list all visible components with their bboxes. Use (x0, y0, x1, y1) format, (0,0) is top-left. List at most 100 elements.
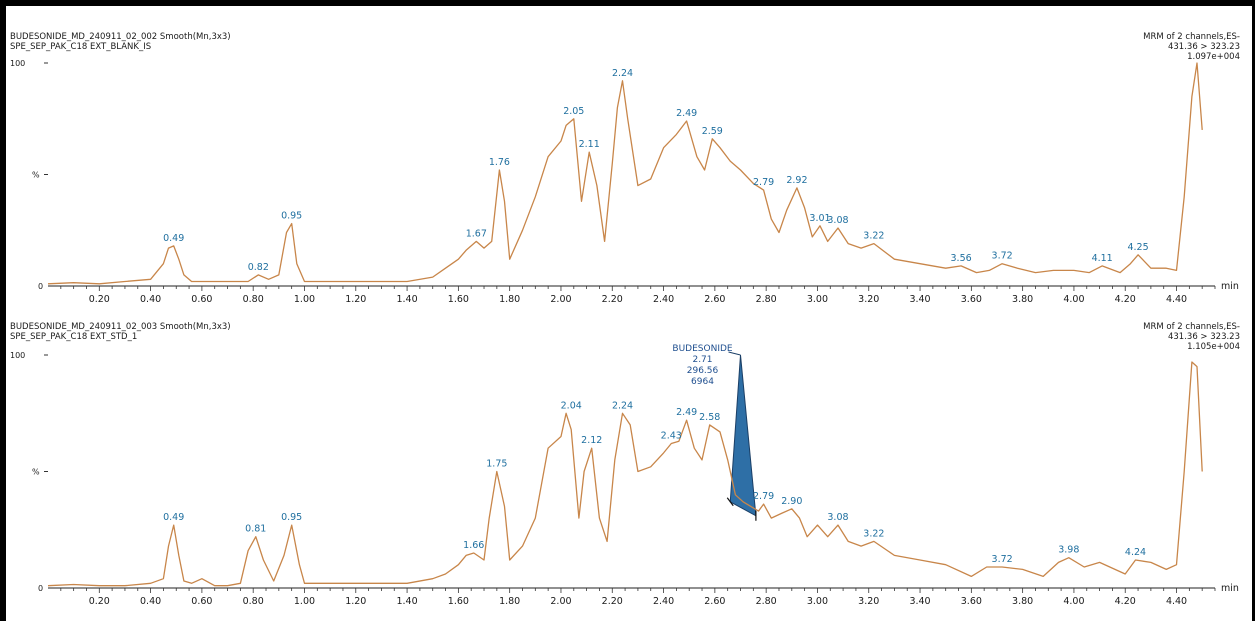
x-tick-label: 4.40 (1166, 294, 1187, 305)
x-tick-label: 3.80 (1012, 294, 1033, 305)
peak-rt-label: 0.95 (281, 512, 302, 523)
peak-rt-label: 2.24 (612, 400, 633, 411)
peak-rt-label: 2.92 (786, 175, 807, 186)
chromatogram-trace (47, 361, 1203, 587)
x-tick-label: 3.20 (858, 596, 879, 607)
peak-rt-label: 2.12 (581, 435, 602, 446)
x-axis-title: min (1221, 281, 1239, 292)
peak-rt-label: 2.71 (692, 355, 712, 365)
x-tick-label: 3.60 (961, 294, 982, 305)
y-axis-zero-label: 0 (38, 282, 43, 291)
peak-rt-label: 2.59 (702, 126, 723, 137)
peak-rt-label: 2.79 (753, 491, 774, 502)
chromatogram-trace (47, 62, 1203, 285)
x-tick-label: 3.40 (909, 294, 930, 305)
mrm-transition-label: 431.36 > 323.23 (1168, 42, 1240, 52)
integrated-peak-area (729, 354, 757, 517)
x-tick-label: 0.80 (243, 596, 264, 607)
peak-rt-label: 1.75 (486, 459, 507, 470)
y-axis-title: % (32, 171, 40, 180)
peak-rt-label: 4.24 (1125, 547, 1146, 558)
peak-rt-label: 3.72 (992, 554, 1013, 565)
x-tick-label: 1.40 (396, 596, 417, 607)
y-axis-title: % (32, 468, 40, 477)
peak-rt-label: 4.25 (1127, 242, 1148, 253)
peak-rt-label: 2.04 (561, 400, 582, 411)
x-tick-label: 2.60 (704, 294, 725, 305)
y-axis-max-label: 100 (10, 351, 25, 360)
peak-rt-label: 0.81 (245, 524, 266, 535)
peak-rt-label: 3.56 (951, 253, 972, 264)
sample-name-label: BUDESONIDE_MD_240911_02_002 Smooth(Mn,3x… (10, 32, 231, 42)
x-tick-label: 3.00 (807, 294, 828, 305)
x-tick-label: 1.00 (294, 294, 315, 305)
peak-rt-label: 0.49 (163, 512, 184, 523)
peak-rt-label: 1.76 (489, 157, 510, 168)
peak-rt-label: 0.82 (248, 262, 269, 273)
x-tick-label: 4.00 (1063, 596, 1084, 607)
x-tick-label: 2.20 (602, 596, 623, 607)
x-tick-label: 3.40 (909, 596, 930, 607)
x-tick-label: 0.20 (89, 596, 110, 607)
x-tick-label: 2.00 (550, 596, 571, 607)
intensity-label: 1.105e+004 (1187, 342, 1240, 352)
sample-name-label: BUDESONIDE_MD_240911_02_003 Smooth(Mn,3x… (10, 322, 231, 332)
peak-annotation-leader (728, 351, 741, 356)
x-tick-label: 1.20 (345, 294, 366, 305)
peak-area-label: 296.56 (687, 366, 719, 376)
peak-rt-label: 2.24 (612, 68, 633, 79)
x-tick-label: 1.80 (499, 596, 520, 607)
peak-rt-label: 3.01 (809, 213, 830, 224)
x-tick-label: 4.20 (1115, 294, 1136, 305)
x-tick-label: 2.80 (756, 596, 777, 607)
x-tick-label: 2.20 (602, 294, 623, 305)
peak-rt-label: 3.22 (863, 528, 884, 539)
x-tick-label: 0.80 (243, 294, 264, 305)
peak-rt-label: 4.11 (1092, 253, 1113, 264)
peak-rt-label: 2.43 (661, 431, 682, 442)
x-tick-label: 4.20 (1115, 596, 1136, 607)
function-description-label: MRM of 2 channels,ES- (1143, 322, 1240, 332)
x-tick-label: 3.20 (858, 294, 879, 305)
intensity-label: 1.097e+004 (1187, 52, 1240, 62)
x-tick-label: 4.00 (1063, 294, 1084, 305)
x-tick-label: 1.60 (448, 294, 469, 305)
peak-rt-label: 3.08 (827, 512, 848, 523)
x-tick-label: 3.00 (807, 596, 828, 607)
x-axis-title: min (1221, 583, 1239, 594)
peak-rt-label: 3.72 (992, 251, 1013, 262)
peak-rt-label: 2.49 (676, 407, 697, 418)
peak-rt-label: 1.67 (466, 228, 487, 239)
x-tick-label: 3.60 (961, 596, 982, 607)
x-tick-label: 0.40 (140, 294, 161, 305)
peak-height-label: 6964 (691, 377, 714, 387)
x-tick-label: 2.00 (550, 294, 571, 305)
peak-rt-label: 2.90 (781, 496, 802, 507)
x-tick-label: 2.40 (653, 294, 674, 305)
sample-description-label: SPE_SEP_PAK_C18 EXT_STD_1 (10, 332, 137, 342)
sample-description-label: SPE_SEP_PAK_C18 EXT_BLANK_IS (10, 42, 151, 52)
x-tick-label: 0.60 (191, 294, 212, 305)
x-tick-label: 0.20 (89, 294, 110, 305)
x-tick-label: 1.40 (396, 294, 417, 305)
x-tick-label: 3.80 (1012, 596, 1033, 607)
peak-rt-label: 0.95 (281, 211, 302, 222)
peak-rt-label: 3.22 (863, 231, 884, 242)
x-tick-label: 2.40 (653, 596, 674, 607)
x-tick-label: 4.40 (1166, 596, 1187, 607)
peak-rt-label: 2.58 (699, 412, 720, 423)
mrm-transition-label: 431.36 > 323.23 (1168, 332, 1240, 342)
peak-rt-label: 1.66 (463, 540, 484, 551)
peak-rt-label: 3.98 (1058, 545, 1079, 556)
peak-rt-label: 2.05 (563, 106, 584, 117)
x-tick-label: 0.40 (140, 596, 161, 607)
peak-rt-label: 2.11 (579, 139, 600, 150)
function-description-label: MRM of 2 channels,ES- (1143, 32, 1240, 42)
x-tick-label: 1.20 (345, 596, 366, 607)
peak-rt-label: 0.49 (163, 233, 184, 244)
peak-rt-label: 3.08 (827, 215, 848, 226)
x-tick-label: 1.00 (294, 596, 315, 607)
x-tick-label: 2.80 (756, 294, 777, 305)
